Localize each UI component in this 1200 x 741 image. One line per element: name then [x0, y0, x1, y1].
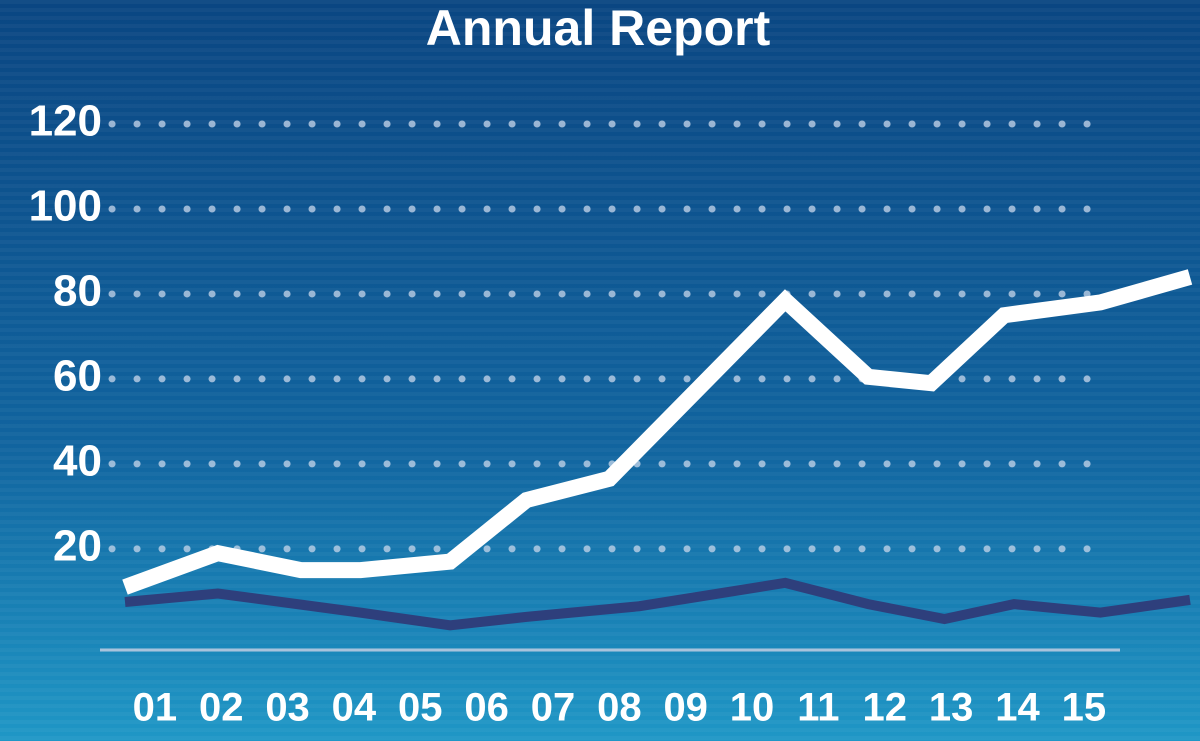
x-tick-label: 09: [663, 686, 708, 730]
x-tick-label: 15: [1062, 686, 1107, 730]
x-tick-label: 08: [597, 686, 642, 730]
line-series: [124, 577, 1191, 631]
x-tick-label: 07: [531, 686, 576, 730]
x-tick-label: 13: [929, 686, 974, 730]
x-tick-label: 14: [995, 686, 1040, 730]
y-tick-label: 20: [53, 522, 102, 571]
x-tick-label: 05: [398, 686, 443, 730]
x-tick-label: 06: [464, 686, 509, 730]
x-tick-label: 11: [797, 686, 839, 730]
line-series: [122, 269, 1193, 595]
x-tick-label: 10: [730, 686, 775, 730]
x-tick-label: 02: [199, 686, 244, 730]
y-tick-label: 80: [53, 267, 102, 316]
x-tick-label: 03: [265, 686, 310, 730]
y-tick-label: 120: [29, 97, 102, 146]
x-tick-label: 04: [332, 686, 377, 730]
y-tick-label: 40: [53, 437, 102, 486]
y-tick-label: 60: [53, 352, 102, 401]
y-tick-label: 100: [29, 182, 102, 231]
chart-title: Annual Report: [426, 0, 771, 56]
x-tick-label: 12: [863, 686, 908, 730]
x-tick-label: 01: [133, 686, 178, 730]
